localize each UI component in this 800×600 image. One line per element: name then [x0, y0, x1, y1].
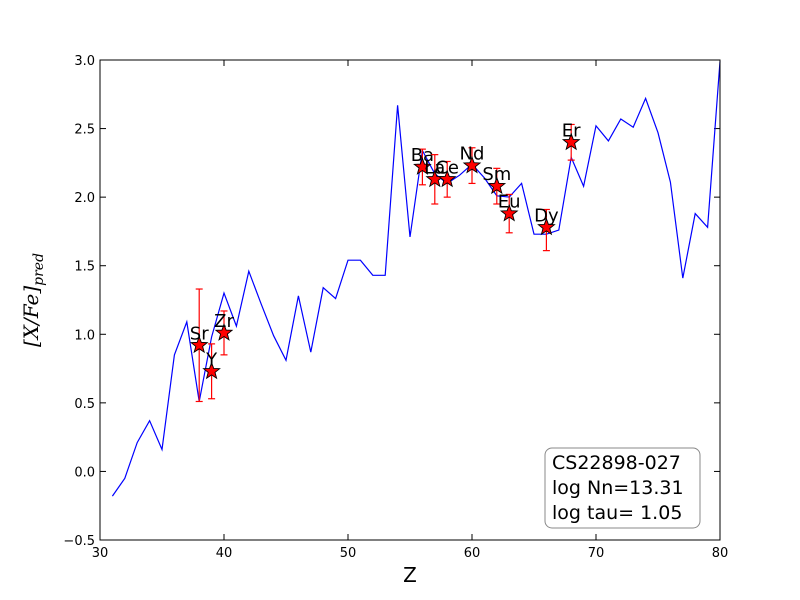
data-point-star	[437, 169, 457, 188]
model-line-group	[111, 61, 721, 497]
data-point-star	[413, 157, 432, 175]
y-tick-label: 1.0	[74, 328, 95, 343]
data-point-star	[499, 203, 519, 222]
y-axis-label-sub: pred	[31, 253, 47, 286]
x-tick-label: 30	[92, 546, 109, 561]
x-tick-label: 70	[588, 546, 605, 561]
data-point-star	[202, 361, 221, 380]
element-label: Nd	[460, 144, 485, 165]
y-tick-label: 3.0	[74, 54, 95, 69]
x-tick-label: 50	[340, 546, 357, 561]
legend-frame	[544, 447, 701, 529]
element-label: Sm	[482, 164, 511, 185]
y-tick-label: 0.0	[74, 465, 95, 480]
data-point-star	[487, 176, 507, 195]
legend-line-3: log tau= 1.05	[552, 502, 682, 524]
y-tick-label: −0.5	[63, 534, 95, 549]
y-axis-label-main: [X/Fe]	[19, 286, 43, 347]
x-tick-label: 80	[712, 546, 729, 561]
plot-frame	[99, 59, 721, 541]
element-label: Y	[205, 349, 218, 370]
element-label: Ce	[435, 157, 459, 178]
data-point-star	[462, 155, 482, 174]
element-label: Eu	[498, 192, 521, 213]
y-tick-label: 2.5	[74, 123, 95, 138]
data-point-star	[561, 132, 581, 151]
data-point-star	[189, 335, 209, 354]
y-tick-label: 1.5	[74, 260, 95, 275]
x-tick-label: 60	[464, 546, 481, 561]
model-line	[111, 61, 721, 497]
y-axis-label: [X/Fe]pred	[19, 253, 47, 347]
data-point-star	[537, 217, 556, 236]
data-point-star	[214, 323, 234, 341]
x-axis-label: Z	[403, 563, 417, 587]
element-label: Dy	[534, 205, 559, 226]
legend-box: CS22898-027 log Nn=13.31 log tau= 1.05	[544, 447, 701, 529]
legend-line-2: log Nn=13.31	[552, 477, 684, 499]
element-label: Sr	[190, 323, 209, 344]
element-label: La	[424, 157, 445, 178]
element-label: Zr	[214, 311, 234, 332]
element-label: Ba	[411, 145, 434, 166]
legend-line-1: CS22898-027	[552, 452, 681, 474]
y-tick-label: 0.5	[74, 397, 95, 412]
y-tick-label: 2.0	[74, 191, 95, 206]
element-label: Er	[562, 120, 581, 141]
x-tick-label: 40	[216, 546, 233, 561]
